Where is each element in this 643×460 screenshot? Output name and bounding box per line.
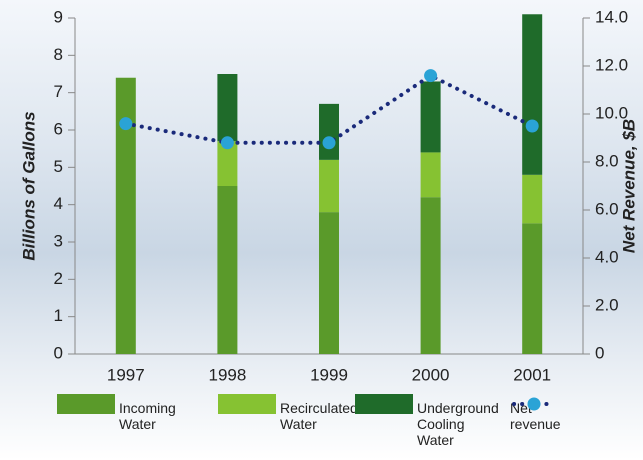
legend-item: Incoming Water xyxy=(57,394,197,432)
line-marker xyxy=(322,136,336,150)
bar xyxy=(319,159,339,213)
line-marker xyxy=(119,117,133,131)
legend-label: Net revenue xyxy=(510,400,561,432)
chart: Billions of Gallons Net Revenue, $B 0 1 2 3… xyxy=(19,7,638,384)
y-tick-label: 1 xyxy=(54,306,63,325)
bar xyxy=(319,212,339,354)
legend-swatch xyxy=(218,394,276,414)
legend-item: Net revenue xyxy=(510,394,566,432)
y2-tick-label: 12.0 xyxy=(595,55,628,74)
legend-swatch xyxy=(57,394,115,414)
x-tick-label: 2000 xyxy=(412,365,450,384)
y-tick-label: 2 xyxy=(54,269,63,288)
x-tick-label: 1998 xyxy=(208,365,246,384)
y2-tick-label: 10.0 xyxy=(595,103,628,122)
line xyxy=(123,73,535,145)
x-tick-label: 1999 xyxy=(310,365,348,384)
bar xyxy=(522,14,543,175)
y-tick-label: 8 xyxy=(54,45,63,64)
x-tick-label: 2001 xyxy=(513,365,551,384)
y2-tick-label: 6.0 xyxy=(595,199,619,218)
y-tick-label: 4 xyxy=(54,194,63,213)
bar xyxy=(420,197,441,354)
legend-swatch xyxy=(512,397,556,411)
y2-tick-label: 0 xyxy=(595,343,604,362)
bar xyxy=(319,103,339,160)
legend-item: Recirculated Water xyxy=(218,394,358,432)
y-tick-label: 5 xyxy=(54,157,63,176)
bar xyxy=(522,174,543,224)
bar xyxy=(217,186,238,354)
legend-label: Recirculated Water xyxy=(280,400,358,432)
y-tick-label: 3 xyxy=(54,231,63,250)
line-marker xyxy=(424,69,438,83)
bar xyxy=(420,152,441,198)
y2-axis-title: Net Revenue, $B xyxy=(619,119,638,253)
legend-swatch xyxy=(355,394,413,414)
y2-tick-label: 8.0 xyxy=(595,151,619,170)
line-marker xyxy=(525,119,539,133)
x-tick-label: 1997 xyxy=(107,365,145,384)
legend: Incoming Water Recirculated Water Undergro… xyxy=(0,394,643,460)
bar xyxy=(217,141,238,186)
bar xyxy=(217,74,238,142)
bar xyxy=(522,223,543,354)
legend-label: Underground Cooling Water xyxy=(417,400,499,448)
y-tick-label: 6 xyxy=(54,119,63,138)
y-tick-label: 0 xyxy=(54,343,63,362)
y-axis-title: Billions of Gallons xyxy=(19,111,38,260)
y-tick-label: 9 xyxy=(54,7,63,26)
bar xyxy=(115,77,136,354)
y2-tick-label: 2.0 xyxy=(595,295,619,314)
legend-label: Incoming Water xyxy=(119,400,176,432)
y2-tick-label: 4.0 xyxy=(595,247,619,266)
y-tick-label: 7 xyxy=(54,82,63,101)
legend-item: Underground Cooling Water xyxy=(355,394,499,448)
line-marker xyxy=(220,136,234,150)
y2-tick-label: 14.0 xyxy=(595,7,628,26)
bar xyxy=(420,81,441,153)
